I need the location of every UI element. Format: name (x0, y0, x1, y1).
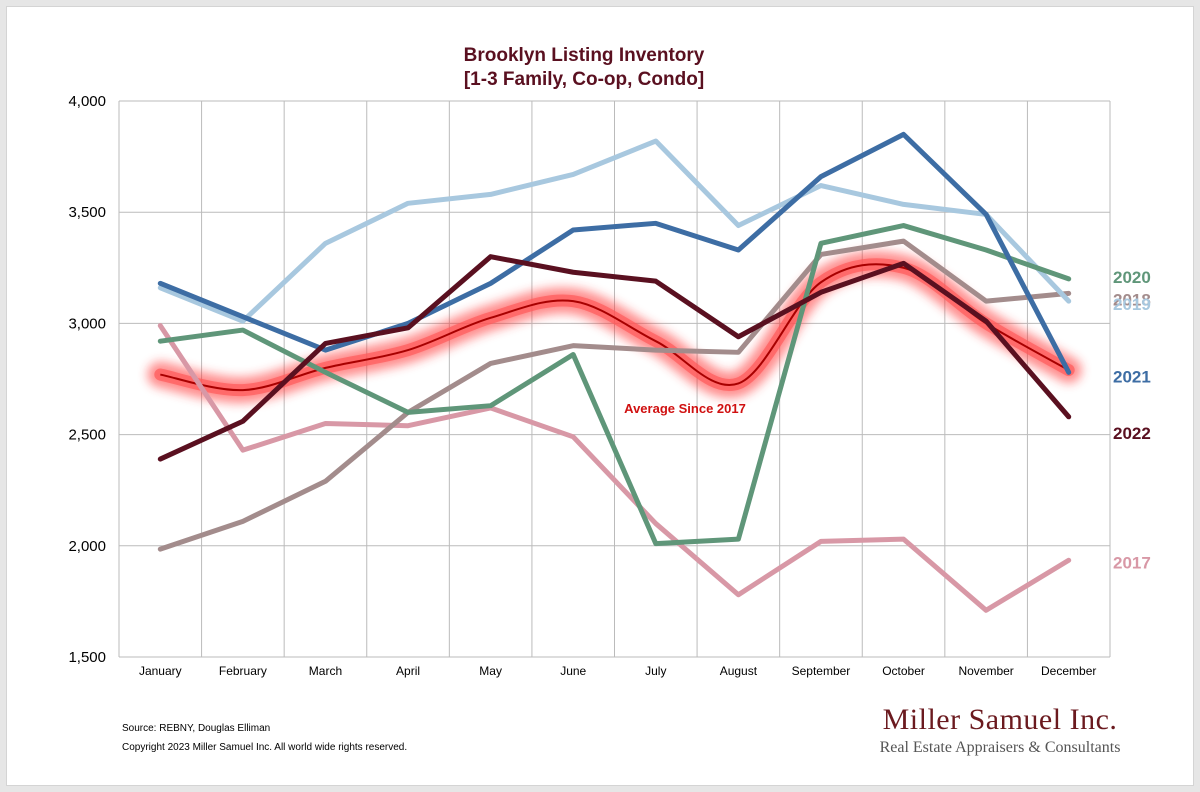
y-tick-label: 2,500 (68, 427, 106, 444)
logo-tagline: Real Estate Appraisers & Consultants (880, 739, 1121, 756)
series-lines (157, 131, 1072, 613)
chart-title-line1: Brooklyn Listing Inventory (464, 45, 705, 66)
axes: 1,500 2,000 2,500 3,000 3,500 4,000 January Feb… (68, 93, 1096, 678)
y-tick-label: 3,500 (68, 204, 106, 221)
y-tick-label: 3,000 (68, 315, 106, 332)
average-annotation: Average Since 2017 (624, 401, 746, 416)
series-label-2020: 2020 (1113, 268, 1151, 287)
series-label-2017: 2017 (1113, 553, 1151, 572)
series-label-2019: 2019 (1113, 295, 1151, 314)
y-tick-label: 2,000 (68, 538, 106, 555)
x-tick-label: December (1041, 664, 1096, 678)
x-tick-label: July (645, 664, 666, 678)
x-tick-label: November (958, 664, 1013, 678)
x-tick-label: August (720, 664, 758, 678)
series-line-2022 (157, 254, 1072, 462)
x-tick-label: March (309, 664, 342, 678)
source-note: Source: REBNY, Douglas Elliman (122, 723, 270, 734)
series-line-2020 (157, 223, 1072, 547)
series-line-2021 (157, 131, 1072, 375)
series-label-2018: 2018 (1113, 290, 1151, 309)
x-tick-label: April (396, 664, 420, 678)
x-tick-label: February (219, 664, 267, 678)
logo-name: Miller Samuel Inc. (883, 703, 1118, 736)
series-line-2019 (157, 138, 1072, 324)
chart-title-line2: [1-3 Family, Co-op, Condo] (464, 69, 704, 90)
series-line-2017 (157, 323, 1072, 613)
series-label-2022: 2022 (1113, 424, 1151, 443)
copyright-note: Copyright 2023 Miller Samuel Inc. All wo… (122, 742, 407, 753)
y-tick-label: 4,000 (68, 93, 106, 110)
x-tick-label: September (792, 664, 851, 678)
x-tick-label: June (560, 664, 586, 678)
x-tick-label: May (479, 664, 502, 678)
x-tick-label: January (139, 664, 182, 678)
x-tick-label: October (882, 664, 925, 678)
grid (118, 100, 1111, 658)
series-label-2021: 2021 (1113, 367, 1151, 386)
company-logo: Miller Samuel Inc. Real Estate Appraiser… (880, 703, 1121, 756)
y-tick-label: 1,500 (68, 649, 106, 666)
series-line-2018 (157, 238, 1072, 552)
